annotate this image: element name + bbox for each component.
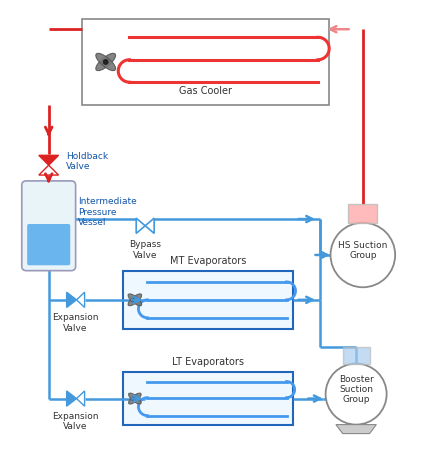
- Polygon shape: [67, 391, 76, 406]
- Ellipse shape: [128, 294, 142, 306]
- FancyBboxPatch shape: [343, 346, 370, 364]
- Text: Holdback
Valve: Holdback Valve: [66, 152, 108, 171]
- Circle shape: [133, 298, 137, 301]
- Polygon shape: [76, 292, 85, 308]
- Polygon shape: [76, 391, 85, 406]
- Text: MT Evaporators: MT Evaporators: [170, 256, 246, 266]
- Text: Gas Cooler: Gas Cooler: [179, 86, 232, 96]
- Text: Expansion
Valve: Expansion Valve: [52, 313, 99, 333]
- Ellipse shape: [96, 54, 116, 71]
- Text: Expansion
Valve: Expansion Valve: [52, 412, 99, 431]
- Ellipse shape: [96, 54, 116, 71]
- FancyBboxPatch shape: [27, 224, 70, 265]
- Ellipse shape: [128, 393, 141, 404]
- Circle shape: [331, 223, 395, 287]
- Circle shape: [133, 397, 137, 401]
- Polygon shape: [136, 218, 145, 233]
- Text: Booster
Suction
Group: Booster Suction Group: [339, 374, 374, 404]
- Ellipse shape: [128, 393, 141, 404]
- Circle shape: [103, 60, 108, 64]
- Polygon shape: [39, 165, 59, 175]
- Text: Intermediate
Pressure
Vessel: Intermediate Pressure Vessel: [78, 197, 136, 227]
- FancyBboxPatch shape: [22, 181, 76, 271]
- Text: HS Suction
Group: HS Suction Group: [338, 241, 388, 260]
- Ellipse shape: [128, 294, 142, 306]
- FancyBboxPatch shape: [82, 19, 329, 105]
- Polygon shape: [39, 155, 59, 165]
- Polygon shape: [145, 218, 154, 233]
- FancyBboxPatch shape: [123, 372, 293, 426]
- FancyBboxPatch shape: [348, 204, 377, 223]
- Polygon shape: [336, 425, 376, 434]
- Text: Bypass
Valve: Bypass Valve: [129, 240, 161, 260]
- Text: LT Evaporators: LT Evaporators: [172, 357, 244, 367]
- FancyBboxPatch shape: [123, 271, 293, 329]
- Circle shape: [326, 364, 387, 425]
- Polygon shape: [67, 292, 76, 308]
